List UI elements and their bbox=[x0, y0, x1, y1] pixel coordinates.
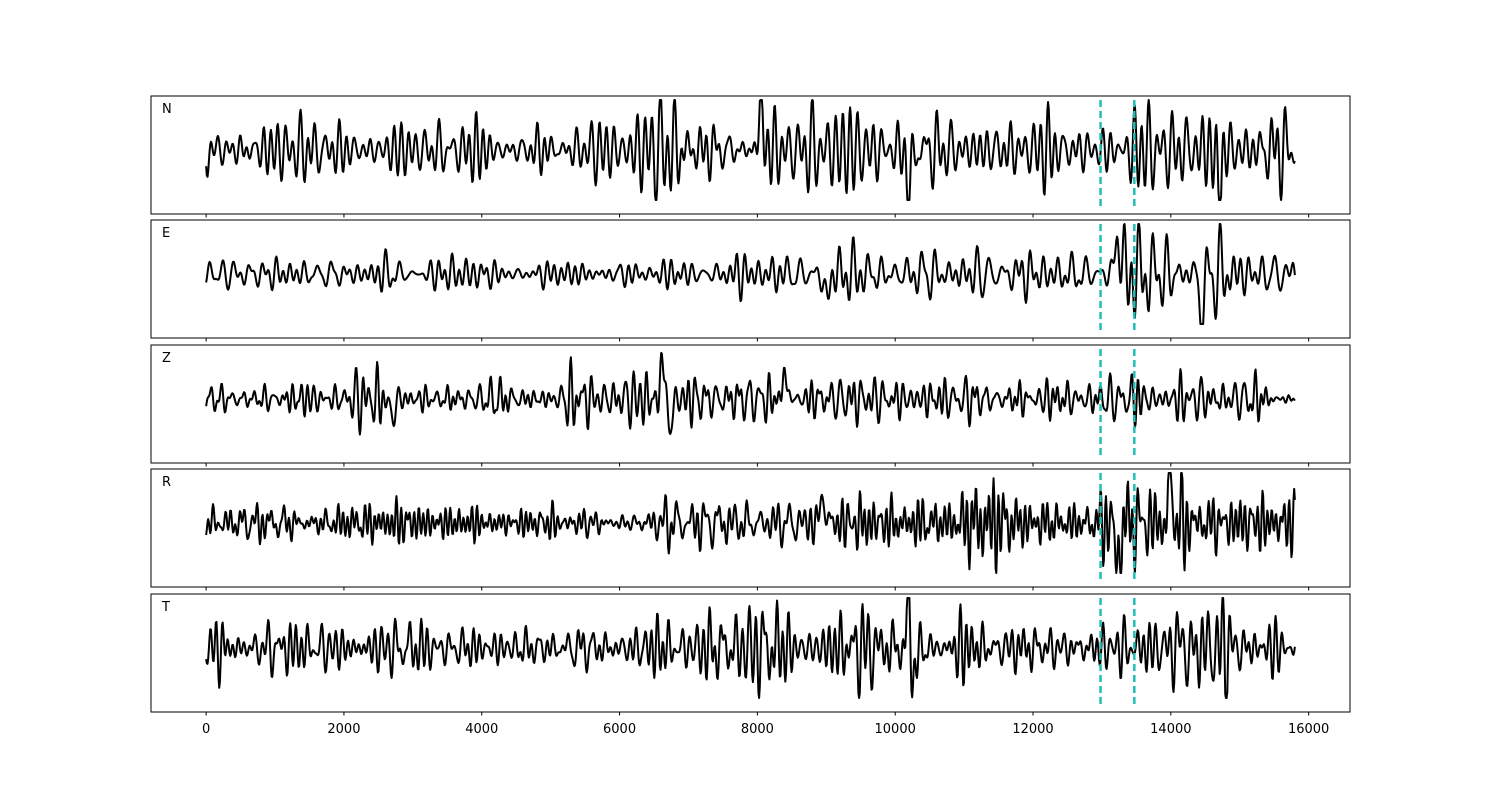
trace-z bbox=[205, 351, 1296, 436]
panel-label-e: E bbox=[162, 226, 170, 241]
trace-n bbox=[205, 99, 1296, 201]
x-tick-label: 4000 bbox=[465, 722, 498, 737]
x-tick-label: 2000 bbox=[327, 722, 360, 737]
panel-label-t: T bbox=[161, 600, 170, 615]
panel-n: N bbox=[150, 95, 1351, 218]
panel-label-r: R bbox=[162, 475, 171, 490]
panel-label-z: Z bbox=[162, 351, 171, 366]
x-tick-label: 6000 bbox=[603, 722, 636, 737]
x-tick-label: 14000 bbox=[1150, 722, 1191, 737]
x-tick-label: 10000 bbox=[875, 722, 916, 737]
panel-frame bbox=[150, 344, 1351, 464]
x-tick-label: 16000 bbox=[1288, 722, 1329, 737]
panel-label-n: N bbox=[162, 102, 172, 117]
x-axis: 0 2000 4000 6000 8000 10000 12000 14000 16000 bbox=[202, 722, 1329, 737]
panel-frame bbox=[150, 593, 1351, 713]
trace-r bbox=[205, 472, 1296, 574]
x-tick-label: 0 bbox=[202, 722, 210, 737]
trace-t bbox=[205, 597, 1296, 699]
panel-e: E bbox=[150, 219, 1351, 342]
trace-e bbox=[205, 223, 1296, 325]
panel-r: R bbox=[150, 468, 1351, 591]
panel-frame bbox=[150, 95, 1351, 215]
panel-frame bbox=[150, 468, 1351, 588]
x-tick-label: 8000 bbox=[741, 722, 774, 737]
panels: N E Z R T bbox=[150, 95, 1351, 716]
panel-frame bbox=[150, 219, 1351, 339]
panel-t: T bbox=[150, 593, 1351, 716]
panel-z: Z bbox=[150, 344, 1351, 467]
x-tick-label: 12000 bbox=[1012, 722, 1053, 737]
